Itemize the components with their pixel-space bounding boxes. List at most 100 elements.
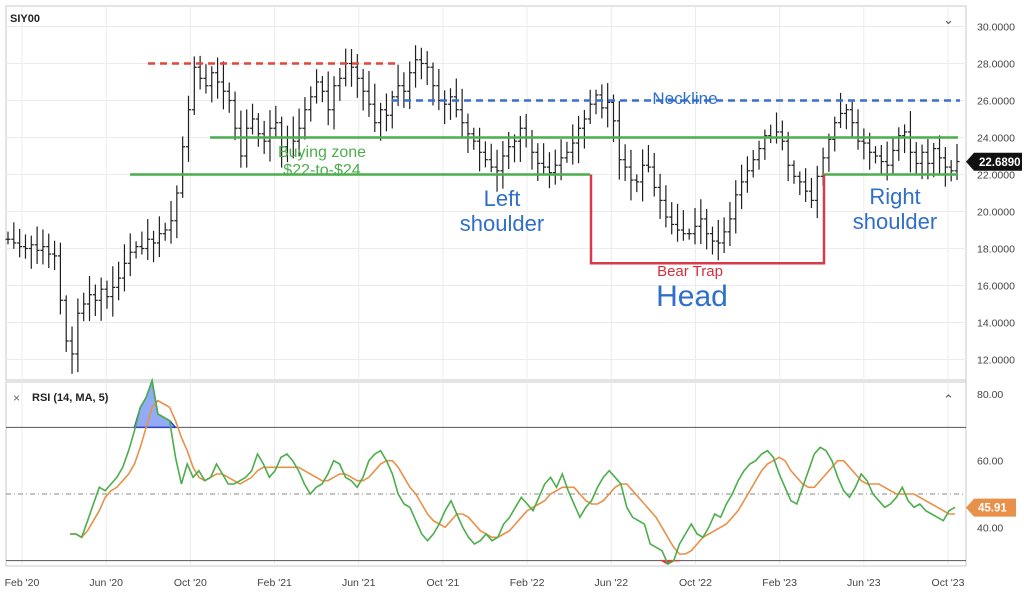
- price-bar: [680, 210, 686, 241]
- rsi-lines: [70, 377, 956, 566]
- price-bar: [517, 115, 523, 162]
- price-bar: [302, 97, 308, 140]
- rsi-axis-ticks: 40.00 60.00 80.00: [977, 389, 1003, 534]
- price-bar: [913, 142, 919, 176]
- price-bar: [669, 202, 675, 235]
- price-bar: [727, 202, 733, 247]
- price-bar: [232, 91, 238, 141]
- rsi-series: [70, 377, 956, 566]
- price-bar: [744, 156, 750, 193]
- time-tick-label: Jun '21: [342, 577, 376, 589]
- price-bar: [401, 72, 407, 108]
- price-bar: [715, 219, 721, 261]
- price-bar: [162, 222, 168, 241]
- price-bar: [40, 229, 46, 265]
- buying-zone-label: Buying zone: [278, 144, 366, 161]
- price-bar: [482, 141, 488, 168]
- price-bar: [814, 165, 820, 219]
- price-axis-ticks: 12.0000 14.0000 16.0000 18.0000 20.0000 22.00…: [977, 22, 1015, 367]
- price-bar: [721, 217, 727, 254]
- price-bar: [878, 144, 884, 176]
- price-bar: [512, 134, 518, 163]
- rsi-ma-series: [70, 399, 955, 555]
- rsi-panel-collapse-icon[interactable]: ⌃: [943, 392, 954, 407]
- price-bar: [418, 47, 424, 80]
- price-bar: [942, 147, 948, 187]
- price-bar: [145, 219, 151, 260]
- price-bar: [197, 55, 203, 90]
- symbol-label: SIY00: [10, 13, 40, 25]
- price-bar: [250, 103, 256, 135]
- price-bar: [366, 70, 372, 117]
- price-bar: [762, 129, 768, 160]
- price-bar: [209, 66, 215, 103]
- price-bar: [843, 104, 849, 130]
- price-bar: [215, 57, 221, 99]
- price-bar: [610, 94, 616, 143]
- left-shoulder-label-line2: shoulder: [460, 211, 544, 236]
- price-bar: [651, 152, 657, 197]
- price-tick-label: 18.0000: [977, 244, 1015, 256]
- price-bar: [872, 146, 878, 164]
- price-bar: [273, 105, 279, 137]
- price-bar: [541, 143, 547, 175]
- right-shoulder-label-line2: shoulder: [853, 209, 937, 234]
- price-bar: [459, 88, 465, 138]
- price-bar: [28, 235, 34, 269]
- price-bar: [156, 216, 162, 258]
- right-shoulder-label-line1: Right: [869, 184, 920, 209]
- last-price-tag: 22.6890: [966, 152, 1022, 171]
- price-bar: [395, 64, 401, 107]
- price-bar: [471, 127, 477, 150]
- price-bar: [797, 171, 803, 196]
- rsi-tick-label: 80.00: [977, 389, 1003, 401]
- price-bar: [383, 93, 389, 132]
- price-bar: [133, 241, 139, 259]
- rsi-close-icon[interactable]: ×: [13, 391, 20, 405]
- price-bar: [838, 92, 844, 128]
- price-bar: [855, 109, 861, 150]
- price-bar: [587, 89, 593, 125]
- time-tick-label: Oct '23: [932, 577, 965, 589]
- price-bar: [570, 124, 576, 165]
- price-bar: [378, 102, 384, 141]
- price-bar: [785, 131, 791, 182]
- price-bar: [779, 120, 785, 151]
- price-bar: [750, 149, 756, 178]
- price-bar: [488, 143, 494, 173]
- price-bar: [81, 292, 87, 322]
- price-bar: [279, 116, 285, 168]
- price-bar: [849, 101, 855, 137]
- price-bar: [331, 76, 337, 130]
- price-bar: [907, 111, 913, 173]
- price-bar: [686, 228, 692, 240]
- price-bar: [948, 160, 954, 182]
- price-bar: [675, 203, 681, 242]
- price-bar: [453, 78, 459, 118]
- price-bar: [896, 127, 902, 161]
- price-bar: [389, 90, 395, 129]
- price-bar: [308, 86, 314, 122]
- rsi-tick-label: 60.00: [977, 456, 1003, 468]
- price-bar: [663, 185, 669, 228]
- time-tick-label: Feb '20: [5, 577, 40, 589]
- rsi-title: RSI (14, MA, 5): [32, 392, 109, 404]
- time-tick-label: Oct '22: [679, 577, 712, 589]
- price-bar: [424, 51, 430, 86]
- price-tick-label: 14.0000: [977, 318, 1015, 330]
- price-bar: [739, 164, 745, 210]
- price-bar: [174, 185, 180, 239]
- price-bar: [628, 149, 634, 201]
- price-bar: [692, 208, 698, 245]
- price-bar: [564, 141, 570, 163]
- time-axis-ticks: Feb '20 Jun '20 Oct '20 Feb '21 Jun '21 Oct '…: [5, 577, 965, 589]
- price-panel-collapse-icon[interactable]: ⌄: [943, 12, 954, 27]
- price-bar: [5, 231, 11, 245]
- price-bar: [220, 61, 226, 110]
- time-tick-label: Oct '20: [174, 577, 207, 589]
- price-tick-label: 24.0000: [977, 133, 1015, 145]
- price-tick-label: 26.0000: [977, 96, 1015, 108]
- price-bar: [191, 56, 197, 115]
- price-bar: [465, 113, 471, 154]
